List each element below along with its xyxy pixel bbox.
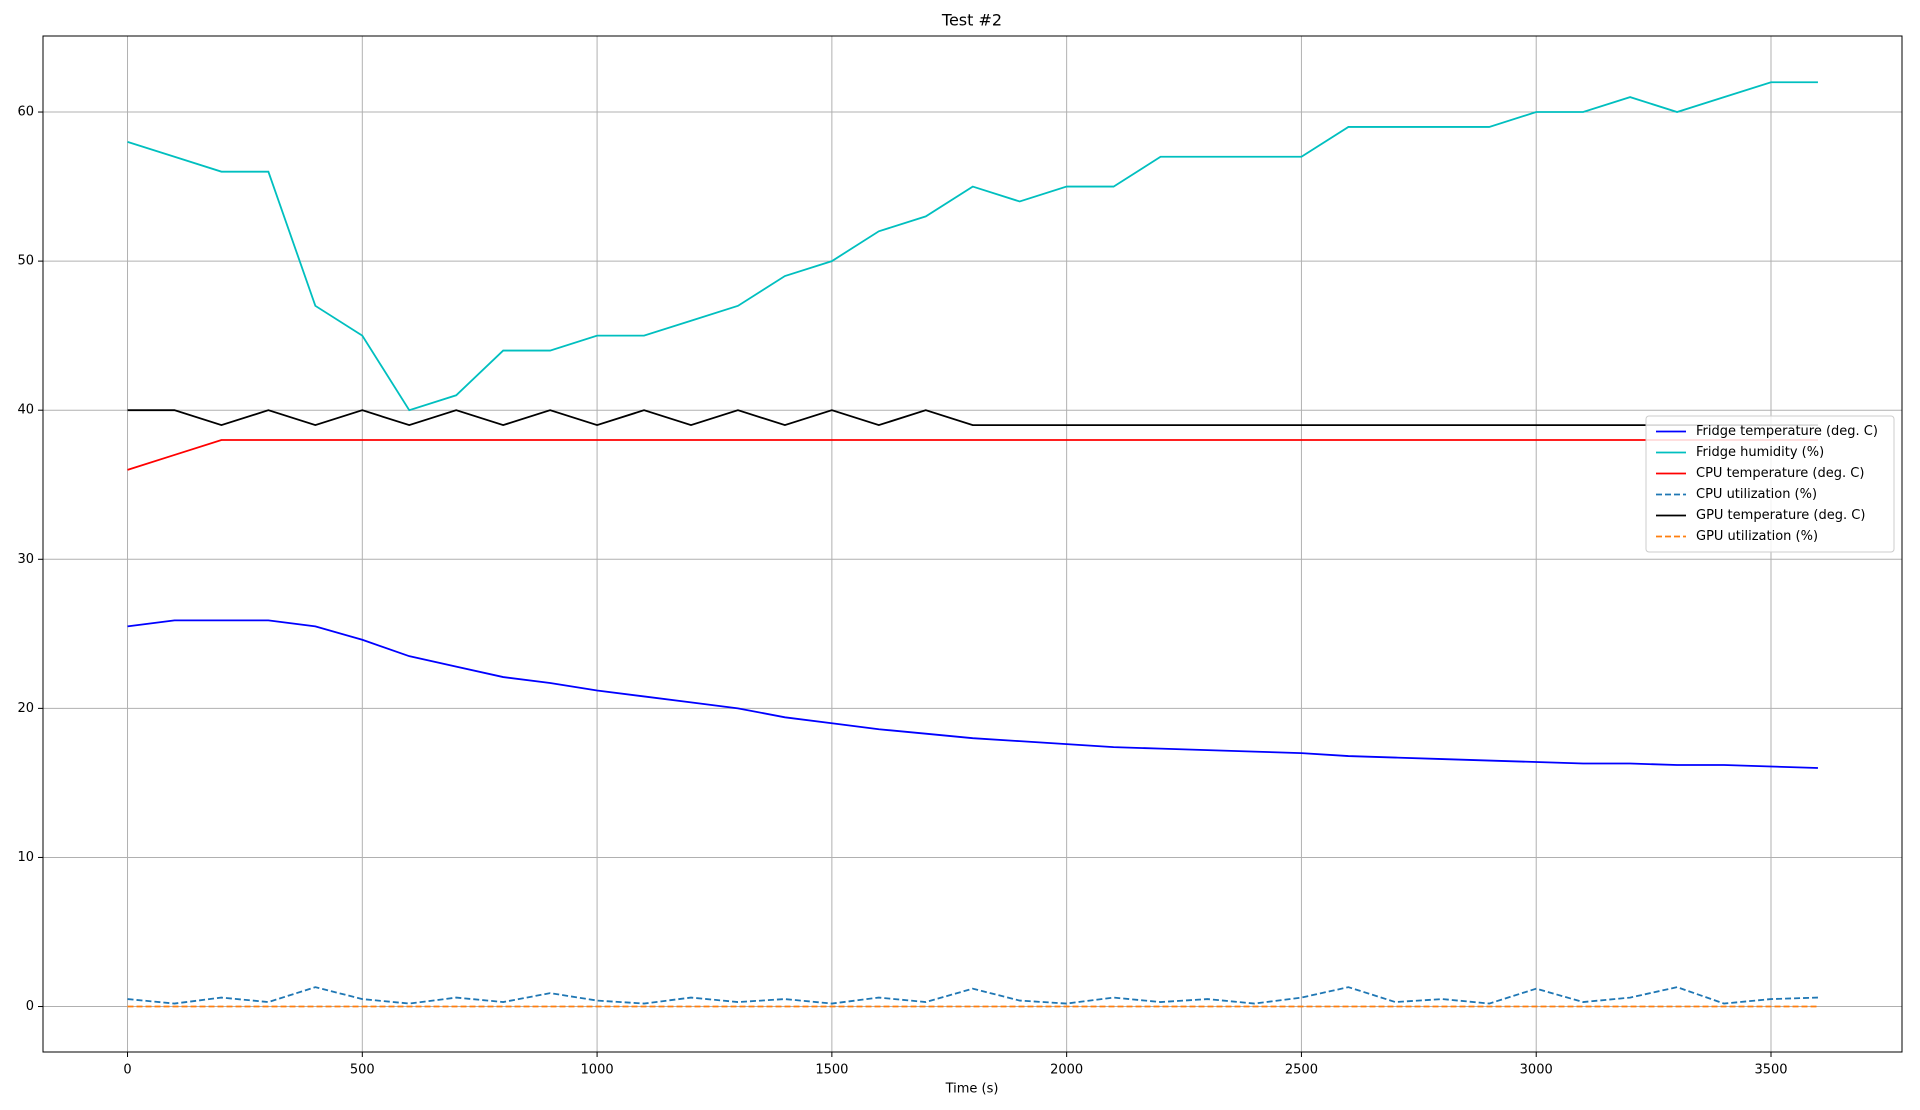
x-axis-label: Time (s) — [945, 1082, 999, 1097]
series-line — [127, 439, 1818, 471]
legend-label: CPU utilization (%) — [1696, 487, 1817, 502]
series-line — [127, 619, 1818, 769]
legend-label: Fridge temperature (deg. C) — [1696, 424, 1878, 439]
y-tick-label: 20 — [17, 701, 34, 716]
y-tick-label: 30 — [17, 552, 34, 567]
legend-label: GPU temperature (deg. C) — [1696, 508, 1865, 523]
series-line — [127, 986, 1818, 1005]
legend: Fridge temperature (deg. C) Fridge humidi… — [1645, 415, 1895, 553]
chart-title: Test #2 — [941, 11, 1002, 30]
x-tick-label: 1000 — [581, 1063, 614, 1078]
plot-frame — [42, 35, 1903, 1053]
y-tick-label: 50 — [17, 254, 34, 269]
y-tick-label: 60 — [17, 105, 34, 120]
legend-box — [1645, 415, 1895, 553]
x-tick-label: 3000 — [1520, 1063, 1553, 1078]
x-tick-label: 2000 — [1050, 1063, 1083, 1078]
series-line — [127, 409, 1818, 427]
legend-label: GPU utilization (%) — [1696, 529, 1818, 544]
series-line — [127, 81, 1818, 412]
legend-label: CPU temperature (deg. C) — [1696, 466, 1864, 481]
y-tick-label: 10 — [17, 850, 34, 865]
y-tick-label: 0 — [26, 999, 34, 1014]
x-tick-label: 1500 — [815, 1063, 848, 1078]
y-tick-label: 40 — [17, 403, 34, 418]
legend-label: Fridge humidity (%) — [1696, 445, 1824, 460]
x-tick-label: 2500 — [1285, 1063, 1318, 1078]
x-tick-label: 0 — [123, 1063, 131, 1078]
x-tick-label: 3500 — [1754, 1063, 1787, 1078]
x-tick-label: 500 — [350, 1063, 375, 1078]
